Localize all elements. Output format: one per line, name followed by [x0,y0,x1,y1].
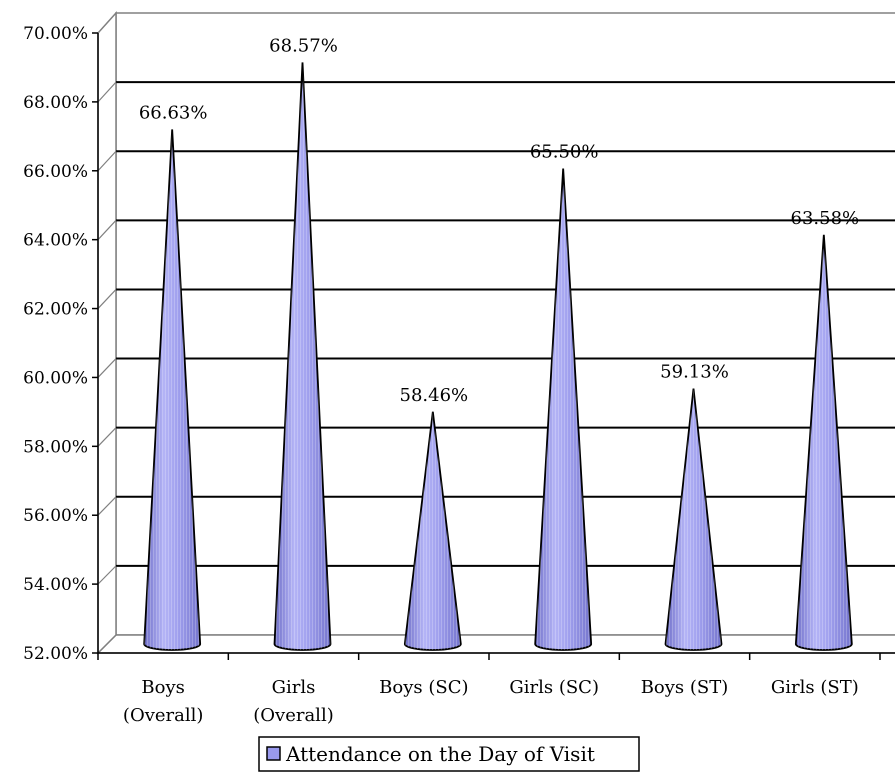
gridline-side [97,496,117,516]
gridline-side [97,150,117,172]
y-tick-label: 54.00% [23,575,88,595]
floor [96,634,895,654]
cone-texture [404,411,461,650]
x-axis: Boys (Overall) Girls (Overall) Boys (SC) Girl… [97,652,895,726]
cone-texture [665,388,722,650]
y-tick-label: 60.00% [23,368,88,388]
gridline-side [97,565,117,585]
y-tick-label: 58.00% [23,437,88,457]
cone-texture [274,62,331,651]
cone-bar [403,411,462,651]
x-tick-label: (Overall) [253,705,333,726]
y-tick-label: 68.00% [23,93,88,113]
y-tick-label: 70.00% [23,24,88,44]
cone-texture [535,168,592,650]
cone-bar [143,129,202,651]
data-label: 66.63% [139,102,208,123]
x-tick-label: Girls (ST) [771,677,859,698]
gridline-side [97,219,117,241]
data-label: 59.13% [660,362,729,383]
y-axis: 52.00% 54.00% 56.00% 58.00% 60.00% 62.00% 64.0… [23,24,99,664]
y-tick-label: 66.00% [23,162,88,182]
gridline-side [97,358,117,378]
cone-bar [794,234,853,651]
x-tick-label: Boys (ST) [641,677,729,698]
side-wall [97,11,117,655]
cone-texture [144,129,201,651]
x-tick-label: (Overall) [123,705,203,726]
data-label: 65.50% [530,142,599,163]
legend-label: Attendance on the Day of Visit [285,742,595,766]
cone-bar [664,388,723,651]
x-tick-label: Girls [272,677,316,698]
data-label: 68.57% [269,35,338,56]
y-tick-label: 56.00% [23,506,88,526]
data-label: 63.58% [791,208,860,229]
cone-bar [273,62,332,651]
gridline-side [97,289,117,309]
x-tick-label: Boys [141,677,184,698]
y-tick-label: 64.00% [23,231,88,251]
legend-swatch [266,746,281,761]
gridline-side [97,427,117,447]
legend-box [258,736,640,772]
back-wall [115,12,895,636]
y-tick-label: 52.00% [23,644,88,664]
data-label: 58.46% [400,385,469,406]
x-tick-label: Boys (SC) [379,677,468,698]
cone-bar [534,168,593,651]
cone-texture [795,234,852,650]
y-tick-label: 62.00% [23,300,88,320]
cone-series: 66.63% 68.57% 58.46% 65.50% 59.13% 63.58% [139,35,860,651]
legend: Attendance on the Day of Visit [258,736,640,772]
x-tick-label: Girls (SC) [509,677,599,698]
gridline-side [97,81,117,103]
plot-area [96,11,895,655]
